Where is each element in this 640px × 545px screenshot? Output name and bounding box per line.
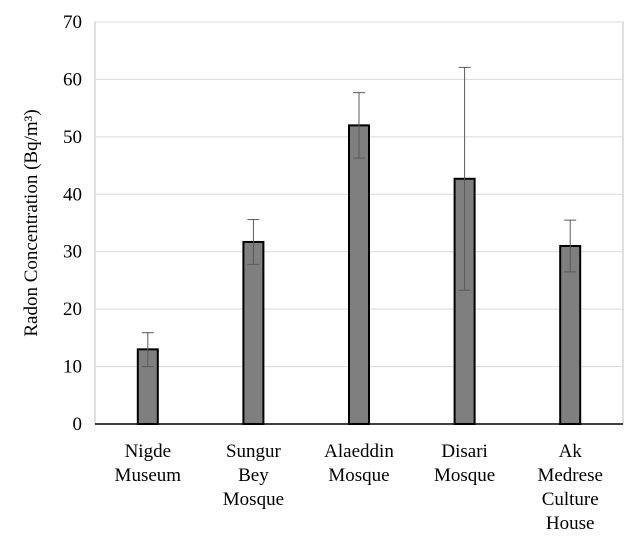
error-bar-1 bbox=[247, 219, 260, 265]
x-category-label-line: Bey bbox=[238, 465, 269, 486]
x-category-label-2: Alaeddin Mosque bbox=[324, 441, 394, 486]
x-category-label-line: Nigde bbox=[125, 441, 171, 462]
error-bar-3 bbox=[458, 66, 471, 291]
y-tick-label-30: 30 bbox=[63, 242, 82, 263]
x-category-label-line: Mosque bbox=[223, 489, 284, 510]
error-bar-4 bbox=[564, 219, 577, 273]
x-category-label-line: Sungur bbox=[226, 441, 282, 462]
x-category-label-line: House bbox=[546, 513, 595, 534]
bars bbox=[136, 124, 582, 426]
y-tick-label-0: 0 bbox=[73, 414, 83, 435]
error-bar-0 bbox=[141, 332, 154, 368]
x-category-labels: Nigde Museum Sungur Bey Mosque Alaeddin Mosque… bbox=[115, 441, 603, 534]
x-category-label-line: Mosque bbox=[328, 465, 389, 486]
x-category-label-line: Disari bbox=[441, 441, 487, 462]
y-tick-label-50: 50 bbox=[63, 127, 82, 148]
x-category-label-1: Sungur Bey Mosque bbox=[223, 441, 284, 510]
x-category-label-4: Ak Medrese Culture House bbox=[537, 441, 602, 534]
bar-4 bbox=[559, 244, 582, 425]
bar-2 bbox=[348, 124, 370, 425]
y-tick-label-10: 10 bbox=[63, 357, 82, 378]
y-tick-label-40: 40 bbox=[63, 184, 82, 205]
y-tick-labels: 0 10 20 30 40 50 60 70 bbox=[63, 12, 82, 435]
bar-1 bbox=[242, 240, 265, 425]
gridlines bbox=[95, 21, 623, 368]
x-category-label-0: Nigde Museum bbox=[115, 441, 182, 486]
y-tick-label-20: 20 bbox=[63, 299, 82, 320]
x-category-label-line: Museum bbox=[115, 465, 182, 486]
x-category-label-line: Alaeddin bbox=[324, 441, 394, 462]
x-category-label-line: Medrese bbox=[537, 465, 602, 486]
error-bars bbox=[141, 66, 577, 368]
x-category-label-line: Ak bbox=[559, 441, 583, 462]
y-tick-label-60: 60 bbox=[63, 69, 82, 90]
error-bar-2 bbox=[353, 92, 365, 159]
x-category-label-3: Disari Mosque bbox=[434, 441, 495, 486]
x-category-label-line: Mosque bbox=[434, 465, 495, 486]
x-category-label-line: Culture bbox=[542, 489, 599, 510]
y-axis-title: Radon Concentration (Bq/m³) bbox=[21, 109, 42, 336]
y-tick-label-70: 70 bbox=[63, 12, 82, 33]
